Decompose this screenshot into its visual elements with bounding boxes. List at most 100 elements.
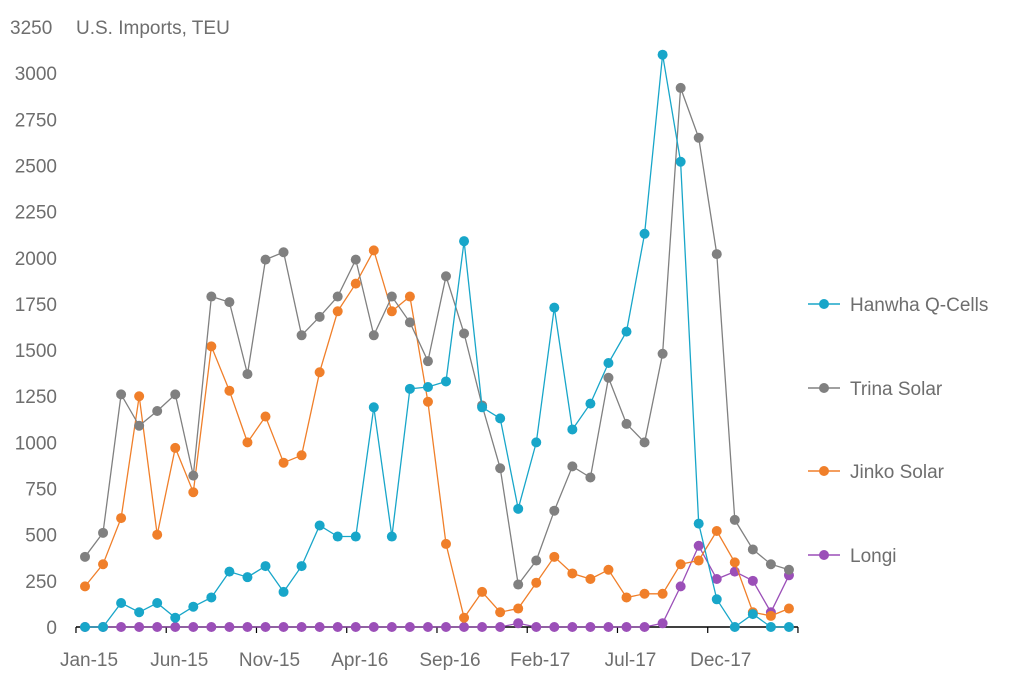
data-point	[368, 622, 379, 632]
data-point	[657, 49, 668, 60]
data-point	[657, 618, 668, 629]
data-point	[783, 564, 794, 575]
data-point	[513, 579, 524, 590]
data-point	[639, 228, 650, 239]
data-point	[477, 622, 488, 632]
y-axis-title: U.S. Imports, TEU	[76, 18, 230, 39]
x-tick-label: Jan-15	[60, 650, 118, 671]
data-point	[98, 559, 109, 570]
data-point	[332, 622, 343, 632]
data-point	[459, 236, 470, 247]
data-point	[603, 358, 614, 368]
data-point	[368, 245, 379, 256]
data-point	[603, 372, 614, 383]
data-point	[350, 278, 361, 289]
data-point	[711, 526, 722, 536]
data-point	[783, 603, 794, 614]
data-point	[386, 306, 397, 317]
data-point	[531, 577, 542, 588]
legend-label: Longi	[850, 546, 897, 567]
data-point	[224, 622, 235, 632]
data-point	[693, 518, 704, 529]
data-point	[134, 420, 145, 431]
data-point	[206, 291, 217, 302]
legend-label: Jinko Solar	[850, 462, 945, 483]
x-tick-label: Jul-17	[605, 650, 657, 671]
data-point	[441, 538, 451, 549]
data-point	[314, 311, 325, 322]
data-point	[278, 457, 289, 468]
data-point	[422, 356, 433, 367]
series-line	[85, 54, 789, 628]
data-point	[495, 413, 506, 424]
data-point	[422, 622, 433, 632]
x-tick-label: Apr-16	[331, 650, 388, 671]
data-point	[549, 302, 560, 313]
data-point	[224, 566, 235, 577]
data-point	[404, 622, 415, 632]
data-point	[549, 622, 560, 632]
series-hanwha-q-cells	[80, 49, 794, 632]
data-point	[188, 470, 199, 481]
data-point	[170, 442, 181, 453]
data-point	[206, 622, 217, 632]
x-tick-label: Jun-15	[150, 650, 208, 671]
data-point	[603, 622, 614, 632]
y-tick-label: 3250	[10, 18, 52, 39]
data-point	[314, 367, 325, 378]
legend-label: Trina Solar	[850, 379, 943, 400]
data-point	[152, 598, 163, 608]
data-point	[296, 622, 307, 632]
data-point	[675, 82, 686, 93]
x-tick-label: Sep-16	[419, 650, 480, 671]
data-point	[116, 598, 127, 608]
y-tick-label: 2250	[15, 203, 57, 224]
data-point	[296, 450, 307, 461]
data-point	[621, 418, 632, 429]
data-point	[621, 326, 632, 337]
data-point	[98, 527, 109, 538]
legend-item: Trina Solar	[808, 379, 943, 400]
data-point	[242, 622, 253, 632]
x-tick-label: Nov-15	[239, 650, 300, 671]
data-point	[314, 622, 325, 632]
data-point	[711, 594, 722, 605]
legend-marker	[819, 550, 829, 560]
data-point	[206, 592, 217, 603]
data-point	[549, 551, 560, 562]
data-point	[404, 291, 415, 302]
data-point	[513, 503, 524, 514]
y-tick-label: 500	[25, 526, 57, 547]
data-point	[459, 612, 470, 623]
data-point	[404, 383, 415, 394]
data-point	[170, 622, 181, 632]
data-point	[278, 247, 289, 258]
data-point	[711, 574, 722, 584]
data-point	[639, 437, 650, 448]
data-point	[152, 406, 163, 416]
data-point	[332, 306, 343, 317]
data-point	[459, 328, 470, 339]
data-point	[567, 568, 578, 579]
y-tick-label: 3000	[15, 64, 57, 85]
data-point	[567, 622, 578, 632]
series-longi	[80, 540, 794, 632]
data-point	[242, 369, 253, 380]
data-point	[260, 622, 271, 632]
data-point	[621, 622, 632, 632]
data-point	[152, 529, 163, 540]
y-tick-label: 2750	[15, 110, 57, 131]
data-point	[729, 514, 740, 525]
data-point	[116, 389, 127, 400]
y-tick-label: 1250	[15, 387, 57, 408]
data-point	[747, 544, 758, 555]
data-point	[495, 622, 506, 632]
y-tick-label: 750	[25, 480, 57, 501]
data-point	[386, 622, 397, 632]
data-point	[368, 330, 379, 341]
data-point	[675, 559, 686, 570]
data-point	[603, 564, 614, 575]
data-point	[422, 382, 433, 392]
data-point	[495, 463, 506, 474]
data-point	[711, 249, 722, 260]
